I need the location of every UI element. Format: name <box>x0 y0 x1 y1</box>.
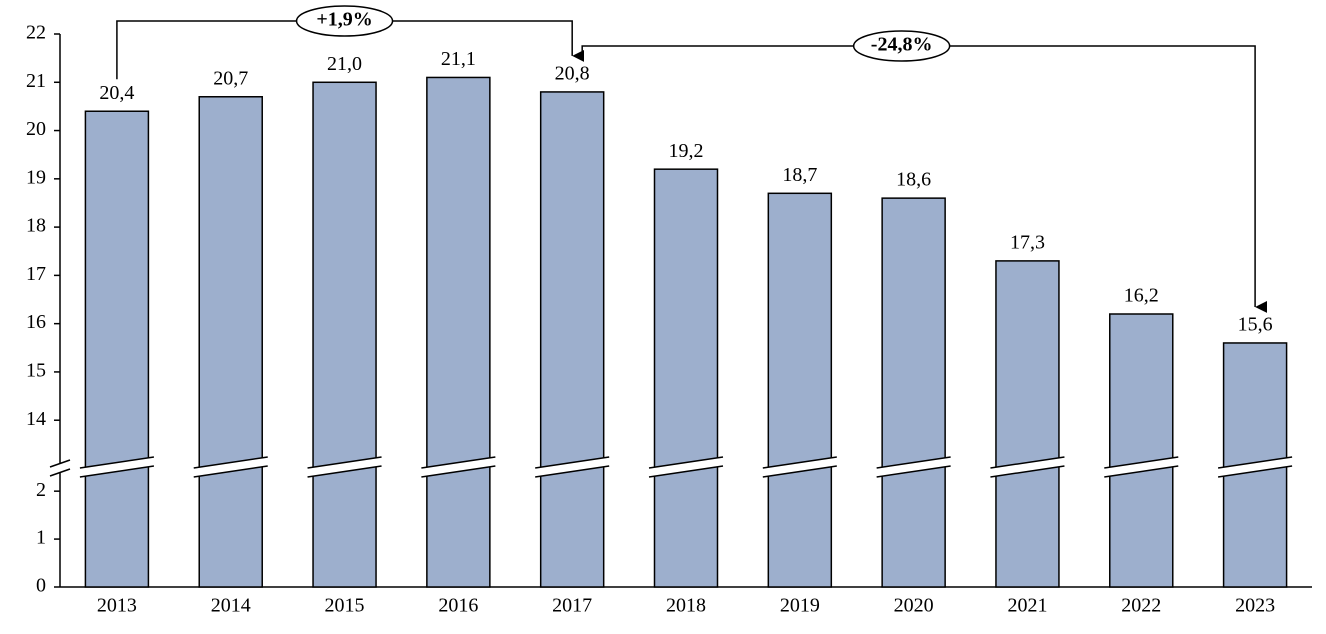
annotation-label: -24,8% <box>871 34 933 56</box>
bar-break <box>193 465 268 478</box>
annotation-label: +1,9% <box>316 9 372 31</box>
bar-break <box>421 456 496 469</box>
x-tick-label: 2020 <box>894 595 934 617</box>
bar-break-gap <box>1218 457 1293 477</box>
bar-break <box>1217 465 1293 478</box>
bar-break <box>307 465 382 478</box>
bar-break-gap <box>876 457 951 477</box>
bar <box>426 76 491 588</box>
y-tick-label: 16 <box>26 311 46 333</box>
value-label: 15,6 <box>1238 314 1273 336</box>
y-tick-label: 21 <box>26 70 46 92</box>
x-tick-label: 2021 <box>1007 595 1047 617</box>
bar <box>767 192 833 588</box>
bar <box>312 81 377 588</box>
bar-break <box>990 465 1065 478</box>
bar <box>653 168 719 588</box>
value-label: 20,8 <box>555 63 590 85</box>
bar-break-gap <box>193 457 268 477</box>
bar-break-gap <box>307 457 382 477</box>
bar-break <box>193 456 268 469</box>
bar-break <box>421 465 496 478</box>
bar-break-gap <box>421 457 496 477</box>
bar-break <box>1104 465 1179 478</box>
value-label: 21,0 <box>327 53 362 75</box>
value-label: 18,6 <box>896 169 931 191</box>
axis-break-gap <box>52 461 68 475</box>
bar-break <box>762 465 837 478</box>
value-label: 21,1 <box>441 48 476 70</box>
bar-break <box>762 456 837 469</box>
bar <box>198 96 263 588</box>
value-label: 17,3 <box>1010 231 1045 253</box>
axis-break <box>49 459 71 468</box>
bar-break <box>79 465 155 478</box>
x-tick-label: 2022 <box>1121 595 1161 617</box>
x-tick-label: 2023 <box>1235 595 1275 617</box>
bar <box>539 91 605 588</box>
y-tick-label: 0 <box>36 575 46 597</box>
bar-break-gap <box>1104 457 1179 477</box>
value-label: 16,2 <box>1124 285 1159 307</box>
y-tick-label: 18 <box>26 215 46 237</box>
x-tick-label: 2013 <box>97 595 137 617</box>
bar-break <box>307 456 382 469</box>
value-label: 20,4 <box>99 82 134 104</box>
value-label: 18,7 <box>782 164 817 186</box>
bar-break <box>990 456 1065 469</box>
bar-break-gap <box>649 457 723 477</box>
bar <box>1109 313 1174 588</box>
bar-break <box>648 456 724 469</box>
annotation-box <box>295 5 394 37</box>
bar-break <box>535 456 610 469</box>
x-tick-label: 2016 <box>438 595 478 617</box>
x-tick-label: 2017 <box>552 595 592 617</box>
bar-break-gap <box>990 457 1065 477</box>
y-tick-label: 15 <box>26 360 46 382</box>
bar-break-gap <box>762 457 837 477</box>
x-tick-label: 2019 <box>780 595 820 617</box>
value-label: 20,7 <box>213 67 248 89</box>
y-tick-label: 19 <box>26 166 46 188</box>
value-label: 19,2 <box>669 140 704 162</box>
y-tick-label: 14 <box>26 408 46 430</box>
y-tick-label: 2 <box>36 479 46 501</box>
y-tick-label: 17 <box>26 263 46 285</box>
y-tick-label: 1 <box>36 527 46 549</box>
bar-break-gap <box>79 457 154 477</box>
x-tick-label: 2015 <box>325 595 365 617</box>
x-tick-label: 2014 <box>211 595 251 617</box>
x-tick-label: 2018 <box>666 595 706 617</box>
bar-break <box>876 465 951 478</box>
y-tick-label: 22 <box>26 22 46 44</box>
bar-break <box>79 456 155 469</box>
bar <box>881 197 946 588</box>
bar-break <box>1217 456 1293 469</box>
annotation-box <box>852 30 951 62</box>
y-tick-label: 20 <box>26 118 46 140</box>
bar-break <box>1104 456 1179 469</box>
bar <box>84 110 150 588</box>
bar <box>995 260 1060 588</box>
axis-break <box>49 468 71 477</box>
bar-break <box>876 456 951 469</box>
bar-break <box>648 465 724 478</box>
bar-break-gap <box>535 457 610 477</box>
bar-break <box>535 465 610 478</box>
